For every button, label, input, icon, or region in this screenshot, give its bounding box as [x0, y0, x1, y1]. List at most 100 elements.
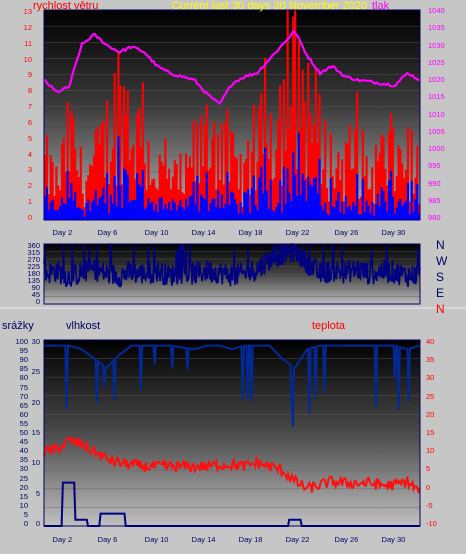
panel1-xtick-5: Day 22 — [285, 228, 310, 237]
wind-avg-bar — [79, 208, 82, 220]
wind-gust-bar — [79, 146, 82, 220]
wind-avg-bar — [68, 198, 71, 220]
wind-avg-bar — [139, 186, 143, 220]
wind-gust-bar — [213, 121, 216, 220]
wind-gust-bar — [307, 62, 310, 220]
wind-gust-bar — [303, 101, 306, 220]
wind-avg-bar — [367, 205, 370, 220]
panel1-frame — [43, 9, 421, 221]
wind-gust-bar — [111, 148, 114, 220]
wind-gust-bar — [363, 175, 366, 220]
panel2-ytick-4: 180 — [27, 269, 40, 278]
wind-gust-bar — [380, 134, 383, 220]
panel1-y2tick-10: 990 — [428, 178, 441, 188]
wind-gust-bar — [314, 69, 317, 220]
wind-gust-bar — [139, 147, 143, 220]
panel3-ytick-right-6: 10 — [426, 446, 435, 456]
wind-gust-bar — [66, 102, 69, 220]
wind-gust-bar — [258, 106, 261, 220]
wind-avg-bar — [92, 199, 96, 220]
wind-avg-bar — [213, 198, 216, 220]
wind-avg-bar — [384, 201, 387, 220]
wind-gust-bar — [320, 183, 323, 220]
humidity-line — [44, 344, 421, 428]
panel3-ytick-left-4: 80 — [19, 373, 28, 383]
wind-avg-bar — [117, 136, 120, 220]
panel3-ytick-left-18: 10 — [19, 500, 28, 510]
wind-avg-bar — [241, 213, 244, 220]
wind-avg-bar — [327, 215, 331, 220]
wind-gust-bar — [153, 178, 156, 220]
wind-gust-bar — [356, 92, 359, 220]
panel3-ytick-left-9: 55 — [19, 418, 28, 428]
panel3-frame — [43, 339, 421, 527]
wind-avg-bar — [322, 209, 325, 220]
wind-avg-bar — [51, 199, 54, 220]
wind-avg-bar — [153, 210, 156, 220]
wind-avg-bar — [115, 206, 118, 220]
wind-avg-bar — [245, 192, 248, 220]
wind-gust-bar — [269, 113, 272, 220]
wind-gust-bar — [106, 100, 109, 220]
wind-avg-bar — [279, 180, 282, 220]
panel3-ytick-left-19: 5 — [23, 509, 28, 519]
wind-gust-bar — [230, 130, 233, 220]
wind-avg-bar — [320, 205, 323, 220]
wind-avg-bar — [194, 204, 197, 220]
wind-avg-bar — [299, 194, 302, 220]
panel3-ytick-right-7: 5 — [426, 464, 431, 474]
wind-gust-bar — [59, 190, 62, 220]
wind-avg-bar — [132, 199, 135, 220]
panel2-frame — [43, 243, 421, 305]
wind-avg-bar — [260, 166, 263, 220]
panel1-xtick-0: Day 2 — [52, 228, 73, 237]
wind-gust-bar — [389, 113, 393, 220]
wind-gust-bar — [117, 52, 120, 220]
wind-gust-bar — [254, 190, 257, 220]
wind-gust-bar — [186, 167, 190, 220]
wind-gust-bar — [309, 113, 312, 220]
wind-avg-bar — [406, 183, 410, 220]
wind-avg-bar — [70, 183, 73, 220]
wind-avg-bar — [91, 202, 94, 220]
panel1-y2tick-0: 1040 — [428, 6, 445, 15]
wind-avg-bar — [318, 158, 321, 220]
panel3-ytick-left-11: 45 — [19, 437, 28, 447]
wind-gust-bar — [326, 188, 329, 220]
wind-gust-bar — [75, 170, 79, 220]
wind-gust-bar — [295, 168, 299, 220]
wind-avg-bar — [342, 213, 346, 220]
wind-avg-bar — [267, 208, 270, 220]
wind-gust-bar — [335, 168, 338, 220]
wind-gust-bar — [183, 193, 186, 220]
wind-avg-bar — [269, 179, 272, 220]
wind-avg-bar — [47, 209, 50, 220]
wind-gust-bar — [312, 124, 316, 220]
wind-gust-bar — [190, 167, 193, 220]
wind-avg-bar — [130, 200, 133, 220]
wind-avg-bar — [209, 203, 212, 220]
wind-gust-bar — [222, 184, 225, 220]
wind-gust-bar — [263, 57, 267, 221]
wind-gust-bar — [354, 128, 357, 220]
wind-gust-bar — [399, 149, 402, 220]
wind-avg-bar — [395, 207, 398, 220]
wind-gust-bar — [322, 169, 325, 220]
panel3-xtick-6: Day 26 — [334, 535, 359, 544]
wind-gust-bar — [196, 123, 199, 220]
wind-avg-bar — [49, 202, 52, 220]
wind-avg-bar — [66, 171, 69, 220]
wind-gust-bar — [81, 193, 84, 220]
wind-avg-bar — [183, 209, 186, 220]
panel2-ytick-8: 0 — [35, 297, 40, 306]
panel1-ytick-10: 3 — [27, 165, 32, 175]
panel3-ytick-left-15: 25 — [19, 473, 28, 483]
panel1-y2tick-3: 1025 — [428, 57, 445, 67]
wind-gust-bar — [100, 124, 103, 220]
wind-gust-bar — [122, 86, 126, 220]
panel1-ytick-9: 4 — [27, 149, 32, 159]
wind-avg-bar — [211, 198, 214, 220]
panel3-xtick-0: Day 2 — [52, 535, 73, 544]
wind-avg-bar — [410, 180, 413, 220]
wind-gust-bar — [126, 90, 129, 220]
